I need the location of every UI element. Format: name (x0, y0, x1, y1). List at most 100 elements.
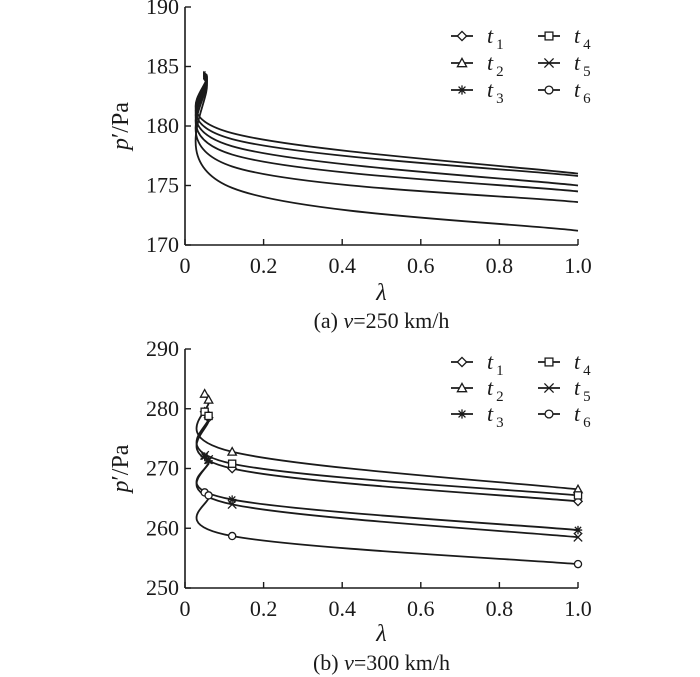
panel-b-legend-sub: 6 (583, 415, 591, 431)
panel-b-series-t6-point (204, 491, 213, 500)
panel-b-y-label-unit: /Pa (108, 444, 134, 475)
panel-a-x-tick-label: 0.2 (250, 253, 278, 278)
panel-a-legend-marker-square (544, 31, 554, 41)
panel-a-x-label: λ (375, 280, 386, 306)
panel-a-legend-sub: 4 (583, 37, 591, 53)
panel-a-y-label-var: p (108, 138, 134, 152)
panel-b-legend-sub: 2 (496, 389, 504, 405)
panel-b-series-t5-point (203, 454, 214, 465)
panel-b-legend-var: t (487, 401, 494, 426)
panel-a-legend-marker-circle (544, 85, 554, 95)
panel-b-series-t4-point (204, 411, 213, 421)
panel-b-y-label: p′/Pa (108, 444, 134, 494)
panel-b-legend-var: t (574, 349, 581, 374)
panel-a-caption-prefix: (a) (314, 308, 344, 333)
panel-a-x-tick-label: 1.0 (564, 253, 592, 278)
panel-b-series-t5-point (573, 532, 583, 542)
panel-b-x-tick-label: 0.2 (250, 596, 278, 621)
panel-a-series-t5-line (194, 75, 579, 204)
panel-a-y-tick-label: 170 (146, 232, 179, 257)
panel-a-y-tick-label: 180 (146, 113, 179, 138)
panel-b-legend-sub: 1 (496, 363, 504, 379)
panel-b-series-t4-point (227, 459, 237, 468)
panel-b-legend-var: t (574, 375, 581, 400)
panel-a-legend-sub: 3 (496, 91, 504, 107)
panel-b-legend-sub: 4 (583, 363, 591, 379)
panel-b-caption-var: v (344, 650, 354, 675)
panel-b-series-t2-point (226, 446, 238, 456)
panel-b-legend-marker-triangle (456, 382, 468, 393)
panel-a-legend-sub: 1 (496, 37, 504, 53)
panel-b-legend-marker-asterisk (457, 409, 467, 419)
panel-b-x-tick-label: 0.4 (328, 596, 356, 621)
panel-a-legend-var: t (487, 23, 494, 48)
panel-b-caption: (b) v=300 km/h (313, 650, 450, 675)
panel-b-y-label-prime: ′ (108, 475, 134, 480)
panel-a-legend-var: t (574, 23, 581, 48)
panel-a-legend-var: t (487, 77, 494, 102)
panel-a-y-label-prime: ′ (108, 133, 134, 138)
panel-b-series-t6-point (573, 559, 583, 569)
panel-b-series-t2-line (195, 393, 579, 491)
panel-a-y-tick-label: 185 (146, 54, 179, 79)
panel-a-caption: (a) v=250 km/h (314, 308, 450, 333)
panel-b-series-t6-point (227, 531, 237, 541)
panel-a-legend-marker-diamond (456, 30, 468, 42)
panel-b-caption-prefix: (b) (313, 650, 344, 675)
panel-a-y-label-unit: /Pa (108, 102, 134, 133)
panel-b-legend-marker-square (544, 357, 554, 367)
panel-b-y-tick-label: 290 (146, 336, 179, 361)
panel-b-legend-var: t (487, 349, 494, 374)
panel-a-chart: 170 175 180 185 190 0 0.2 0.4 0.6 0.8 1.0 λ p′/Pa (a)… (108, 0, 592, 333)
panel-b-legend-sub: 3 (496, 415, 504, 431)
panel-b-series-t4-point (573, 491, 583, 500)
panel-a-legend-sub: 6 (583, 91, 591, 107)
panel-b-y-tick-label: 250 (146, 575, 179, 600)
panel-b-legend-var: t (487, 375, 494, 400)
panel-a-legend-var: t (574, 50, 581, 75)
panel-b-y-tick-label: 280 (146, 396, 179, 421)
panel-a-x-tick-label: 0 (180, 253, 191, 278)
panel-a-caption-var: v (344, 308, 354, 333)
panel-a-x-tick-label: 0.8 (486, 253, 514, 278)
panel-a-legend-sub: 5 (583, 64, 591, 80)
panel-b-legend-marker-circle (544, 409, 554, 419)
panel-b-series-t4-line (195, 411, 579, 497)
panel-b-series-t2-point (203, 394, 214, 404)
panel-b-series-t3-point (573, 525, 583, 535)
panel-b-series-t2-point (199, 388, 210, 398)
panel-a-series-t6-line (194, 76, 579, 232)
panel-b-y-tick-label: 270 (146, 456, 179, 481)
panel-b-y-tick-label: 260 (146, 515, 179, 540)
panel-a-y-tick-label: 190 (146, 0, 179, 19)
panel-b-x-tick-label: 0.6 (407, 596, 435, 621)
panel-a-y-tick-label: 175 (146, 173, 179, 198)
panel-a-legend-var: t (487, 50, 494, 75)
panel-b-legend-var: t (574, 401, 581, 426)
panel-b-legend-marker-diamond (456, 356, 468, 368)
panel-a-caption-rest: =250 km/h (353, 308, 449, 333)
panel-b-x-tick-label: 0 (180, 596, 191, 621)
panel-a-legend-sub: 2 (496, 64, 504, 80)
panel-b-x-label: λ (375, 621, 386, 647)
panel-b-legend-sub: 5 (583, 389, 591, 405)
panel-b-x-tick-label: 0.8 (486, 596, 514, 621)
panel-b-x-tick-label: 1.0 (564, 596, 592, 621)
panel-a-legend-var: t (574, 77, 581, 102)
panel-b-series-t3-point (227, 495, 237, 504)
panel-b-chart: 250 260 270 280 290 0 0.2 0.4 0.6 0.8 1.0 λ p′/Pa (b)… (108, 336, 592, 675)
panel-b-caption-rest: =300 km/h (354, 650, 450, 675)
panel-a-x-tick-label: 0.6 (407, 253, 435, 278)
panel-b-y-label-var: p (108, 480, 134, 494)
panel-b-legend-marker-cross (543, 382, 555, 394)
